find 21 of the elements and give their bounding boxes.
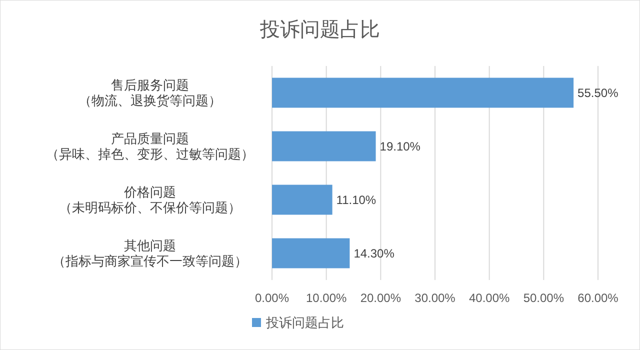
data-label: 14.30% [354,246,395,260]
x-tick-label: 50.00% [523,291,564,305]
bar [272,131,376,162]
y-tick-label: 价格问题（未明码标价、不保价等问题） [59,184,241,216]
x-tick-label: 0.00% [254,291,290,305]
data-label: 19.10% [380,139,421,154]
x-tick-label: 30.00% [414,291,456,305]
x-tick-label: 40.00% [468,291,510,305]
y-tick-label: 产品质量问题（异味、掉色、变形、过敏等问题） [46,131,254,162]
x-tick-label: 10.00% [306,291,348,305]
data-label: 55.50% [578,86,619,100]
y-tick-label: 其他问题（指标与商家宣传不一致等问题） [52,238,248,269]
x-tick-label: 20.00% [360,291,402,305]
bar [272,184,332,215]
x-tick-label: 60.00% [578,291,619,305]
chart-title: 投诉问题占比 [259,19,380,41]
data-label: 11.10% [336,192,376,207]
legend-label: 投诉问题占比 [265,315,344,330]
bar [272,238,350,268]
bar [272,78,574,108]
y-tick-label: 售后服务问题（物流、退换货等问题） [78,78,222,108]
